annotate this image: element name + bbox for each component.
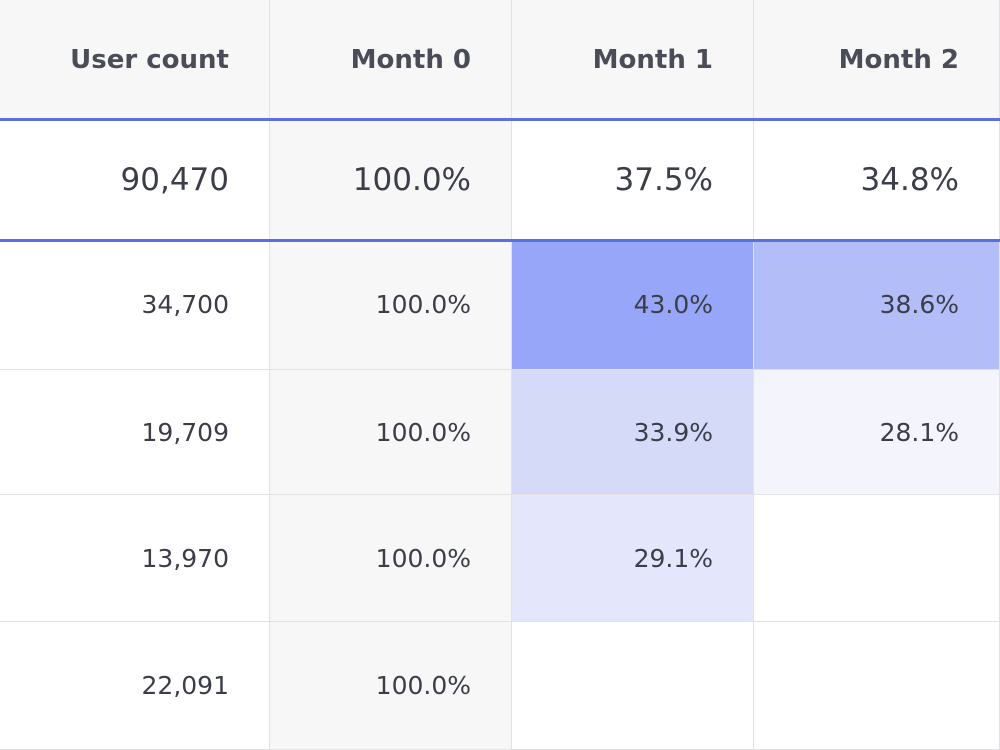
data-cell: 33.9% (512, 370, 754, 495)
summary-cell: 100.0% (270, 120, 512, 240)
data-cell: 29.1% (512, 495, 754, 622)
header-cell: User count (28, 0, 270, 120)
data-cell (512, 622, 754, 750)
data-cell (754, 622, 1000, 750)
data-cell: 100.0% (270, 370, 512, 495)
data-cell: 28.1% (754, 370, 1000, 495)
summary-rule (0, 239, 1000, 242)
data-cell: 38.6% (754, 240, 1000, 370)
header-cell: Month 0 (270, 0, 512, 120)
data-cell: 100.0% (270, 622, 512, 750)
summary-cell: 37.5% (512, 120, 754, 240)
data-cell: 22,091 (28, 622, 270, 750)
data-cell: 100.0% (270, 495, 512, 622)
header-cell: Month 2 (754, 0, 1000, 120)
data-cell (754, 495, 1000, 622)
data-cell: 13,970 (28, 495, 270, 622)
summary-cell: 90,470 (28, 120, 270, 240)
summary-rule (0, 118, 1000, 121)
summary-cell: 34.8% (754, 120, 1000, 240)
data-cell: 100.0% (270, 240, 512, 370)
data-cell: 34,700 (28, 240, 270, 370)
data-cell: 19,709 (28, 370, 270, 495)
data-cell: 43.0% (512, 240, 754, 370)
header-cell: Month 1 (512, 0, 754, 120)
